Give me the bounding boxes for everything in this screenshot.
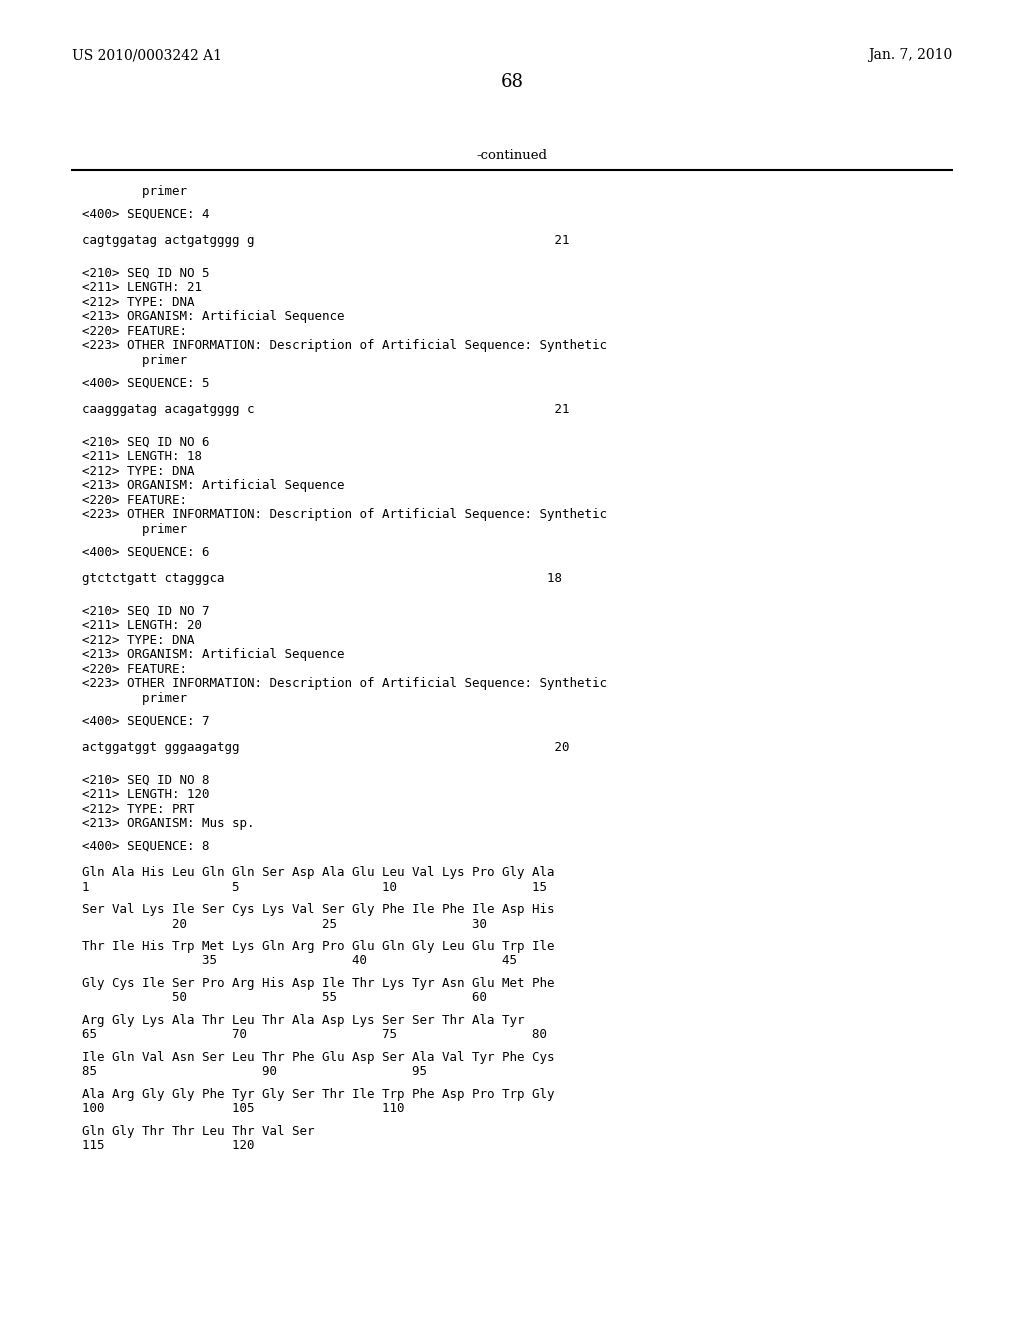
Text: <400> SEQUENCE: 6: <400> SEQUENCE: 6 <box>82 545 210 558</box>
Text: <213> ORGANISM: Artificial Sequence: <213> ORGANISM: Artificial Sequence <box>82 648 344 661</box>
Text: Arg Gly Lys Ala Thr Leu Thr Ala Asp Lys Ser Ser Thr Ala Tyr: Arg Gly Lys Ala Thr Leu Thr Ala Asp Lys … <box>82 1014 524 1027</box>
Text: Gln Ala His Leu Gln Gln Ser Asp Ala Glu Leu Val Lys Pro Gly Ala: Gln Ala His Leu Gln Gln Ser Asp Ala Glu … <box>82 866 554 879</box>
Text: primer: primer <box>82 354 187 367</box>
Text: <223> OTHER INFORMATION: Description of Artificial Sequence: Synthetic: <223> OTHER INFORMATION: Description of … <box>82 508 607 521</box>
Text: 35                  40                  45: 35 40 45 <box>82 954 517 968</box>
Text: <210> SEQ ID NO 8: <210> SEQ ID NO 8 <box>82 774 210 787</box>
Text: <210> SEQ ID NO 7: <210> SEQ ID NO 7 <box>82 605 210 618</box>
Text: <211> LENGTH: 20: <211> LENGTH: 20 <box>82 619 202 632</box>
Text: <212> TYPE: DNA: <212> TYPE: DNA <box>82 634 195 647</box>
Text: <220> FEATURE:: <220> FEATURE: <box>82 494 187 507</box>
Text: 1                   5                   10                  15: 1 5 10 15 <box>82 880 547 894</box>
Text: <213> ORGANISM: Artificial Sequence: <213> ORGANISM: Artificial Sequence <box>82 310 344 323</box>
Text: <223> OTHER INFORMATION: Description of Artificial Sequence: Synthetic: <223> OTHER INFORMATION: Description of … <box>82 677 607 690</box>
Text: Gln Gly Thr Thr Leu Thr Val Ser: Gln Gly Thr Thr Leu Thr Val Ser <box>82 1125 314 1138</box>
Text: gtctctgatt ctagggca                                           18: gtctctgatt ctagggca 18 <box>82 572 562 585</box>
Text: <210> SEQ ID NO 6: <210> SEQ ID NO 6 <box>82 436 210 449</box>
Text: <212> TYPE: DNA: <212> TYPE: DNA <box>82 296 195 309</box>
Text: Gly Cys Ile Ser Pro Arg His Asp Ile Thr Lys Tyr Asn Glu Met Phe: Gly Cys Ile Ser Pro Arg His Asp Ile Thr … <box>82 977 554 990</box>
Text: primer: primer <box>82 185 187 198</box>
Text: <210> SEQ ID NO 5: <210> SEQ ID NO 5 <box>82 267 210 280</box>
Text: 68: 68 <box>501 73 523 91</box>
Text: 50                  55                  60: 50 55 60 <box>82 991 487 1005</box>
Text: <220> FEATURE:: <220> FEATURE: <box>82 663 187 676</box>
Text: <213> ORGANISM: Artificial Sequence: <213> ORGANISM: Artificial Sequence <box>82 479 344 492</box>
Text: actggatggt gggaagatgg                                          20: actggatggt gggaagatgg 20 <box>82 741 569 754</box>
Text: primer: primer <box>82 692 187 705</box>
Text: caagggatag acagatgggg c                                        21: caagggatag acagatgggg c 21 <box>82 403 569 416</box>
Text: 100                 105                 110: 100 105 110 <box>82 1102 404 1115</box>
Text: <212> TYPE: DNA: <212> TYPE: DNA <box>82 465 195 478</box>
Text: -continued: -continued <box>476 149 548 162</box>
Text: <400> SEQUENCE: 7: <400> SEQUENCE: 7 <box>82 714 210 727</box>
Text: Ala Arg Gly Gly Phe Tyr Gly Ser Thr Ile Trp Phe Asp Pro Trp Gly: Ala Arg Gly Gly Phe Tyr Gly Ser Thr Ile … <box>82 1088 554 1101</box>
Text: <212> TYPE: PRT: <212> TYPE: PRT <box>82 803 195 816</box>
Text: <211> LENGTH: 120: <211> LENGTH: 120 <box>82 788 210 801</box>
Text: <213> ORGANISM: Mus sp.: <213> ORGANISM: Mus sp. <box>82 817 254 830</box>
Text: Thr Ile His Trp Met Lys Gln Arg Pro Glu Gln Gly Leu Glu Trp Ile: Thr Ile His Trp Met Lys Gln Arg Pro Glu … <box>82 940 554 953</box>
Text: Jan. 7, 2010: Jan. 7, 2010 <box>868 49 952 62</box>
Text: <400> SEQUENCE: 8: <400> SEQUENCE: 8 <box>82 840 210 853</box>
Text: Ser Val Lys Ile Ser Cys Lys Val Ser Gly Phe Ile Phe Ile Asp His: Ser Val Lys Ile Ser Cys Lys Val Ser Gly … <box>82 903 554 916</box>
Text: <211> LENGTH: 21: <211> LENGTH: 21 <box>82 281 202 294</box>
Text: 65                  70                  75                  80: 65 70 75 80 <box>82 1028 547 1041</box>
Text: <223> OTHER INFORMATION: Description of Artificial Sequence: Synthetic: <223> OTHER INFORMATION: Description of … <box>82 339 607 352</box>
Text: 115                 120: 115 120 <box>82 1139 254 1152</box>
Text: <220> FEATURE:: <220> FEATURE: <box>82 325 187 338</box>
Text: 20                  25                  30: 20 25 30 <box>82 917 487 931</box>
Text: 85                      90                  95: 85 90 95 <box>82 1065 427 1078</box>
Text: primer: primer <box>82 523 187 536</box>
Text: <400> SEQUENCE: 5: <400> SEQUENCE: 5 <box>82 376 210 389</box>
Text: US 2010/0003242 A1: US 2010/0003242 A1 <box>72 49 221 62</box>
Text: cagtggatag actgatgggg g                                        21: cagtggatag actgatgggg g 21 <box>82 234 569 247</box>
Text: <400> SEQUENCE: 4: <400> SEQUENCE: 4 <box>82 207 210 220</box>
Text: <211> LENGTH: 18: <211> LENGTH: 18 <box>82 450 202 463</box>
Text: Ile Gln Val Asn Ser Leu Thr Phe Glu Asp Ser Ala Val Tyr Phe Cys: Ile Gln Val Asn Ser Leu Thr Phe Glu Asp … <box>82 1051 554 1064</box>
